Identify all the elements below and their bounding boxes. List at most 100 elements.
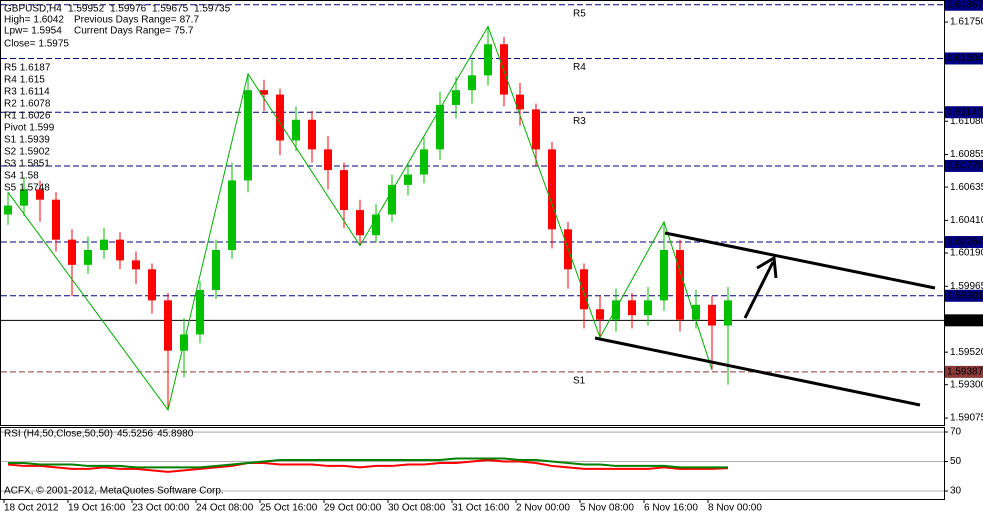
- stat-value: 87.7: [180, 15, 200, 26]
- x-tick-label: 19 Oct 16:00: [68, 503, 126, 514]
- pivot-value: 1.5851: [19, 159, 50, 170]
- candle-body: [596, 309, 604, 320]
- candle-body: [532, 109, 540, 150]
- y-tick-label: 1.60855: [950, 149, 983, 160]
- level-name: S1: [573, 375, 586, 386]
- candle-body: [228, 180, 236, 251]
- candle-body: [212, 250, 220, 290]
- candle-body: [260, 90, 268, 95]
- rsi-y-tick-label: 50: [950, 456, 962, 467]
- candle-body: [148, 269, 156, 301]
- candle-body: [340, 170, 348, 211]
- pivot-name: S5: [4, 183, 17, 194]
- stat-label: Close=: [4, 39, 36, 50]
- candle-body: [68, 239, 76, 265]
- candle-body: [116, 239, 124, 261]
- pivot-name: R2: [4, 99, 17, 110]
- pivot-value: 1.6026: [20, 111, 51, 122]
- price-level-label: 1.61867: [947, 0, 983, 10]
- candle-body: [388, 184, 396, 215]
- candle-body: [404, 174, 412, 185]
- candle-body: [244, 90, 252, 181]
- price-level-label: 1.61504: [947, 53, 983, 64]
- pivot-name: R4: [4, 75, 17, 86]
- pivot-name: S4: [4, 171, 17, 182]
- ohlc-value: 1.59976: [110, 4, 147, 15]
- trend-drawings: [594, 231, 936, 407]
- candle-body: [708, 304, 716, 326]
- price-level-box: [945, 289, 983, 302]
- candle-body: [468, 75, 476, 91]
- symbol: GBPUSD,H4: [4, 4, 62, 15]
- pivot-name: Pivot: [4, 123, 26, 134]
- pivot-name: S3: [4, 159, 17, 170]
- x-tick-label: 31 Oct 16:00: [452, 503, 510, 514]
- candle-body: [20, 189, 28, 206]
- price-level-box: [945, 365, 983, 378]
- price-level-box: [945, 0, 983, 11]
- stat-value: 1.5975: [38, 39, 69, 50]
- candle-body: [276, 94, 284, 141]
- pivot-name: R1: [4, 111, 17, 122]
- level-name: R3: [573, 116, 586, 127]
- pivot-name: R5: [4, 63, 17, 74]
- candle-body: [692, 304, 700, 320]
- stat-label: High=: [4, 15, 31, 26]
- candle-body: [372, 214, 380, 236]
- pivot-value: 1.615: [20, 75, 45, 86]
- y-tick-label: 1.59300: [950, 379, 983, 390]
- pivot-name: R3: [4, 87, 17, 98]
- price-level-box: [945, 236, 983, 249]
- candle-body: [52, 199, 60, 240]
- x-tick-label: 30 Oct 08:00: [388, 503, 446, 514]
- rsi-title: RSI (H4,50,Close,50,50): [4, 429, 113, 440]
- price-level-box: [945, 159, 983, 172]
- candle-body: [132, 260, 140, 270]
- rsi-line: [8, 457, 728, 469]
- pivot-value: 1.58: [19, 171, 39, 182]
- candle-body: [84, 250, 92, 265]
- candle-body: [420, 149, 428, 175]
- rsi-y-tick-label: 30: [950, 486, 962, 497]
- level-name: R5: [573, 8, 586, 19]
- y-tick-label: 1.59520: [950, 347, 983, 358]
- price-level-label: 1.60778: [947, 161, 983, 172]
- zigzag: [7, 25, 713, 412]
- x-tick-label: 18 Oct 2012: [4, 503, 59, 514]
- candle-body: [356, 210, 364, 236]
- candle-body: [516, 94, 524, 110]
- candle-body: [324, 149, 332, 171]
- trend-line: [594, 336, 921, 407]
- y-tick-label: 1.60635: [950, 182, 983, 193]
- candle-body: [308, 119, 316, 150]
- price-level-label: 1.61141: [947, 107, 983, 118]
- pivot-name: S1: [4, 135, 17, 146]
- stat-value: 75.7: [174, 26, 194, 37]
- y-tick-label: 1.59965: [950, 281, 983, 292]
- x-tick-label: 6 Nov 16:00: [644, 503, 698, 514]
- x-tick-label: 5 Nov 08:00: [580, 503, 634, 514]
- pivot-value: 1.6078: [20, 99, 51, 110]
- x-tick-label: 24 Oct 08:00: [196, 503, 254, 514]
- y-tick-label: 1.60190: [950, 248, 983, 259]
- rsi-reading: 45.8980: [157, 429, 194, 440]
- price-level-label: 1.59387: [947, 366, 983, 377]
- price-level-label: 1.59901: [947, 290, 983, 301]
- candle-body: [436, 104, 444, 150]
- pivot-value: 1.5748: [19, 183, 50, 194]
- trend-line: [664, 231, 936, 290]
- rsi-frame: [0, 427, 945, 500]
- x-tick-label: 23 Oct 00:00: [132, 503, 190, 514]
- x-tick-label: 8 Nov 00:00: [708, 503, 762, 514]
- ohlc-value: 1.59675: [152, 4, 189, 15]
- pivot-name: S2: [4, 147, 17, 158]
- y-tick-label: 1.59075: [950, 413, 983, 424]
- stat-value: 1.5954: [31, 26, 62, 37]
- candle-body: [500, 44, 508, 95]
- candle-body: [36, 189, 44, 200]
- y-tick-label: 1.61750: [950, 17, 983, 28]
